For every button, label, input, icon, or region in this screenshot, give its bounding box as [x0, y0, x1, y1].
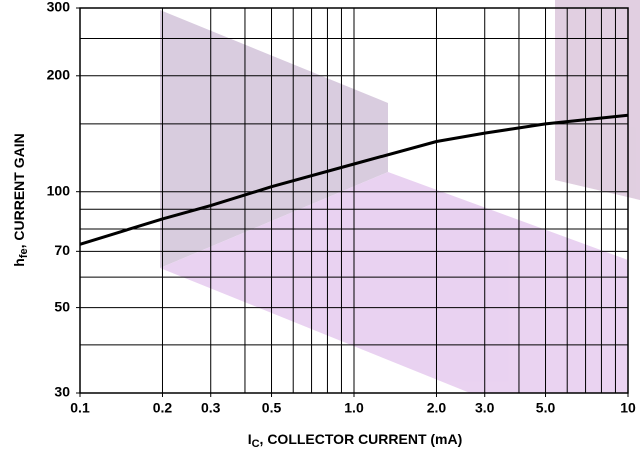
y-tick-label: 50	[54, 298, 70, 314]
y-title-rest: , CURRENT GAIN	[11, 133, 27, 248]
y-tick-label: 70	[54, 242, 70, 258]
x-tick-label: 2.0	[427, 400, 447, 416]
x-title-rest: , COLLECTOR CURRENT (mA)	[260, 431, 463, 447]
watermark	[160, 0, 640, 393]
x-tick-label: 1.0	[344, 400, 364, 416]
y-title-main: h	[11, 258, 27, 267]
watermark-shape	[160, 172, 628, 393]
x-title-main: I	[248, 431, 252, 447]
grid	[79, 7, 629, 394]
x-axis-title: IC, COLLECTOR CURRENT (mA)	[248, 431, 463, 450]
watermark-shape	[555, 0, 640, 200]
y-tick-label: 100	[47, 182, 71, 198]
x-tick-label: 0.3	[201, 400, 221, 416]
x-tick-label: 5.0	[536, 400, 556, 416]
x-tick-label: 0.5	[262, 400, 282, 416]
y-tick-label: 30	[54, 384, 70, 400]
x-tick-label: 0.2	[153, 400, 173, 416]
y-tick-label: 300	[47, 0, 71, 15]
y-tick-label: 200	[47, 66, 71, 82]
x-tick-label: 0.1	[70, 400, 90, 416]
x-title-sub: C	[252, 438, 260, 450]
y-axis-title: hfe, CURRENT GAIN	[11, 133, 30, 266]
x-tick-label: 3.0	[475, 400, 495, 416]
y-title-sub: fe	[18, 248, 30, 258]
curve	[79, 113, 629, 246]
x-tick-label: 10	[620, 400, 636, 416]
